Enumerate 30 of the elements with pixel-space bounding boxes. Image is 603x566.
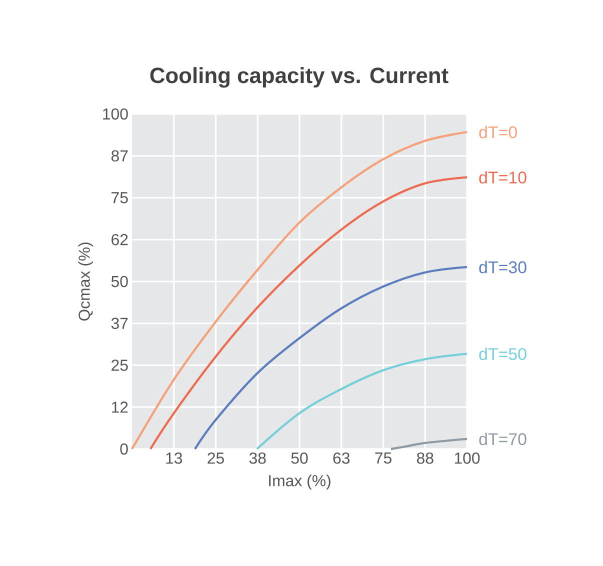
series-label: dT=0 [479, 126, 517, 138]
y-axis-title: Qcmax (%) [78, 242, 94, 321]
line-series [194, 266, 468, 450]
y-tick-label: 50 [111, 276, 128, 288]
x-tick-label: 25 [208, 452, 224, 464]
chart-title: Cooling capacity vs. Current [150, 67, 448, 88]
line-series [256, 352, 468, 450]
y-tick-label: 25 [112, 360, 128, 371]
series-label: dT=30 [479, 260, 526, 274]
y-tick-label: 62 [112, 234, 128, 246]
y-tick-label: 75 [112, 192, 128, 204]
line-series [149, 176, 468, 450]
y-tick-label: 12 [112, 402, 128, 413]
x-axis-title: Imax (%) [269, 474, 330, 490]
x-tick-label: 38 [249, 452, 266, 464]
series-label: dT=50 [479, 348, 526, 360]
series-label: dT=10 [479, 171, 526, 184]
line-series [390, 438, 468, 450]
line-series [130, 130, 468, 450]
x-tick-label: 88 [416, 452, 434, 464]
series-label: dT=70 [479, 432, 526, 446]
x-tick-label: 75 [375, 452, 392, 464]
x-tick-label: 63 [333, 452, 350, 464]
y-tick-label: 37 [111, 318, 128, 330]
y-tick-label: 100 [103, 108, 128, 120]
x-tick-label: 100 [454, 452, 480, 464]
x-tick-label: 50 [291, 452, 308, 464]
x-tick-label: 13 [166, 452, 182, 464]
y-tick-label: 0 [120, 443, 128, 455]
y-tick-label: 87 [111, 150, 128, 162]
